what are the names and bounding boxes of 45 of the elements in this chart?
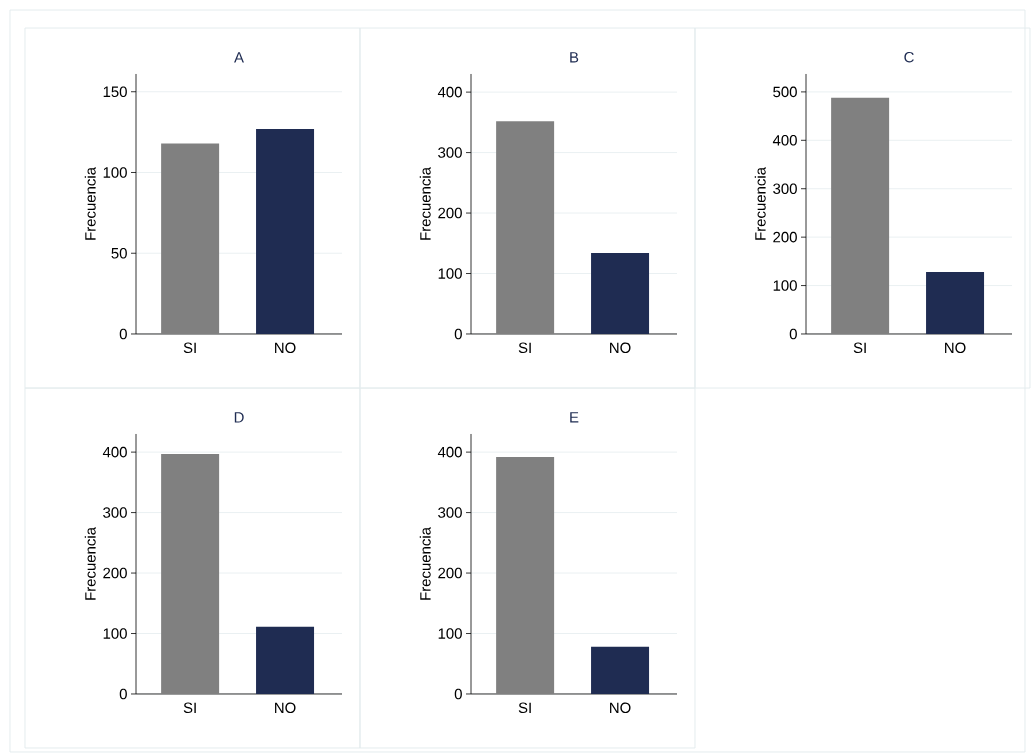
y-tick-label: 200 (438, 567, 462, 579)
y-tick-label: 300 (773, 183, 797, 195)
y-tick-label: 100 (438, 628, 462, 639)
x-tick-label: NO (945, 342, 966, 354)
y-tick-label: 0 (119, 328, 127, 340)
y-tick-label: 400 (437, 86, 462, 98)
x-tick-label: NO (610, 702, 631, 714)
x-tick-label: SI (518, 702, 531, 714)
y-tick-label: 0 (454, 688, 462, 700)
y-tick-label: 400 (772, 135, 797, 146)
y-axis-title: Frecuencia (419, 167, 431, 240)
chart-title: B (570, 52, 579, 63)
y-tick-label: 200 (103, 567, 127, 579)
y-tick-label: 100 (103, 167, 127, 178)
y-tick-label: 400 (437, 446, 462, 458)
y-tick-label: 100 (438, 268, 462, 279)
y-tick-label: 150 (103, 86, 127, 98)
x-tick-label: SI (183, 702, 196, 714)
y-tick-label: 300 (438, 147, 462, 158)
y-tick-label: 0 (789, 328, 797, 340)
x-tick-label: NO (610, 342, 631, 354)
y-tick-label: 300 (103, 507, 127, 518)
y-tick-label: 500 (773, 86, 797, 98)
y-axis-title: Frecuencia (84, 167, 96, 240)
chart-title: C (904, 51, 914, 63)
y-tick-label: 100 (773, 280, 797, 291)
y-tick-label: 200 (438, 207, 462, 219)
x-tick-label: NO (275, 702, 296, 714)
x-tick-label: SI (518, 342, 531, 354)
chart-title: E (570, 412, 579, 423)
x-tick-label: NO (275, 342, 296, 354)
y-tick-label: 100 (103, 628, 127, 639)
chart-title: A (234, 52, 244, 63)
y-axis-title: Frecuencia (419, 527, 431, 600)
y-tick-label: 0 (119, 688, 127, 700)
x-tick-label: SI (183, 342, 196, 354)
y-tick-label: 0 (454, 328, 462, 340)
y-axis-title: Frecuencia (754, 167, 766, 240)
y-tick-label: 50 (111, 247, 127, 259)
y-tick-label: 400 (102, 446, 127, 458)
y-tick-label: 200 (773, 231, 797, 243)
y-axis-title: Frecuencia (84, 527, 96, 600)
y-tick-label: 300 (438, 507, 462, 518)
chart-title: D (234, 412, 244, 423)
x-tick-label: SI (853, 342, 866, 354)
